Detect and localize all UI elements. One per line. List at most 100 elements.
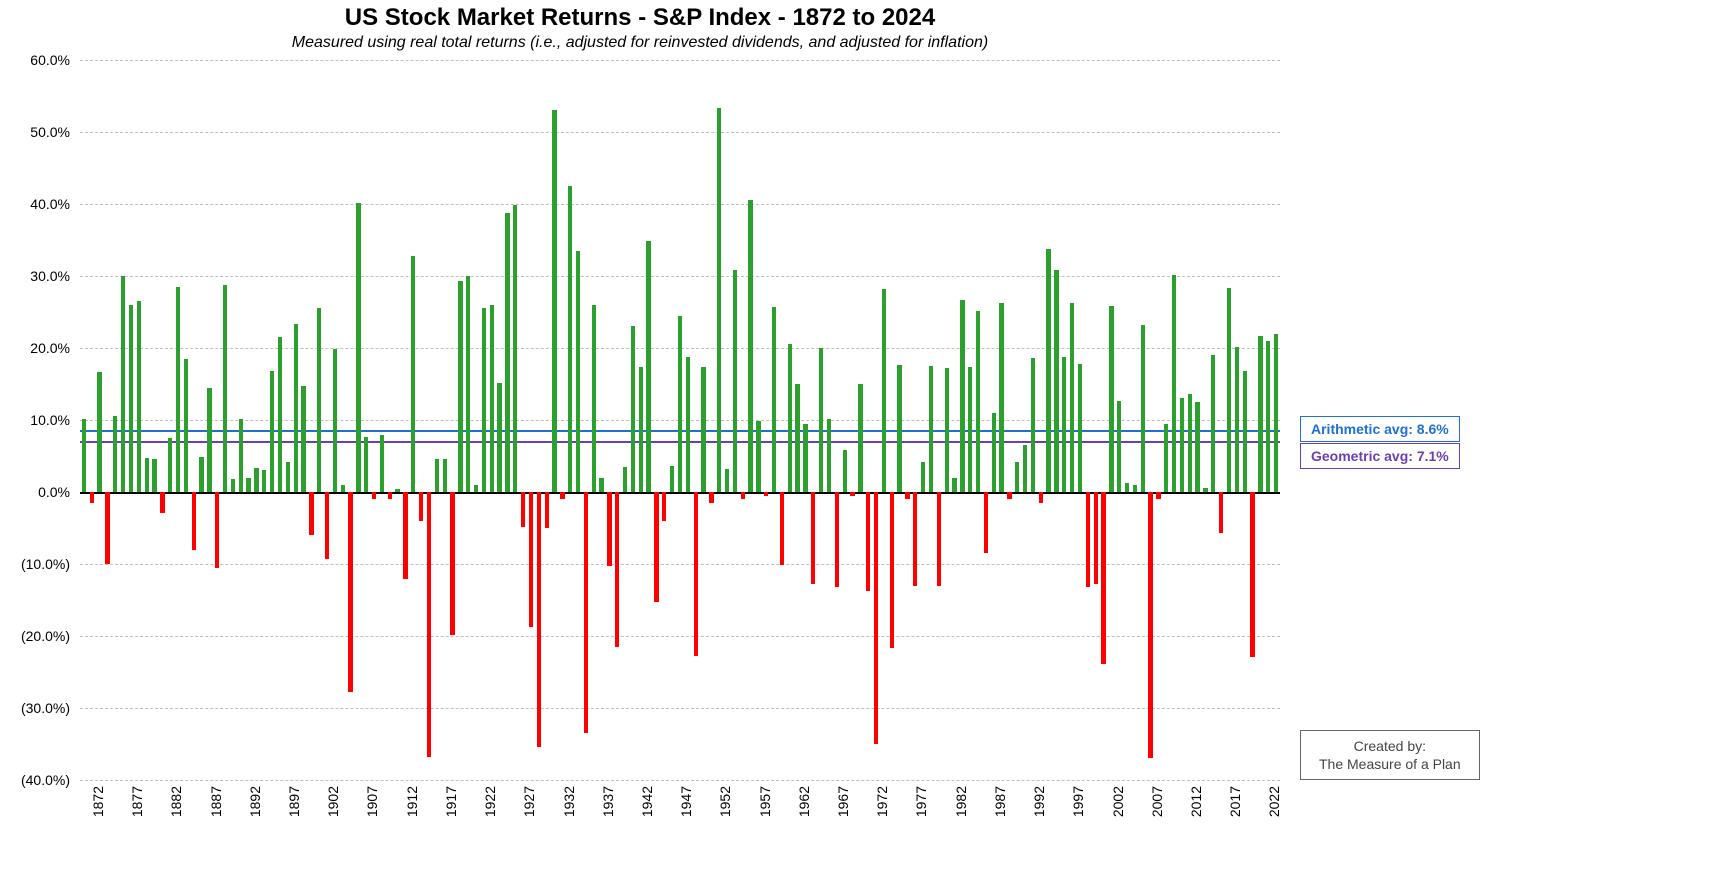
bar: [537, 492, 541, 747]
bar: [560, 492, 564, 499]
y-tick-label: (10.0%): [0, 556, 70, 572]
bar: [215, 492, 219, 568]
bar: [372, 492, 376, 499]
grid-line: [80, 780, 1280, 781]
bar: [129, 305, 133, 492]
y-tick-label: 50.0%: [0, 124, 70, 140]
bar: [866, 492, 870, 591]
bar: [654, 492, 658, 602]
bar: [670, 466, 674, 492]
bar: [325, 492, 329, 559]
bar: [1078, 364, 1082, 492]
bar: [795, 384, 799, 492]
x-tick-label: 1977: [913, 786, 929, 817]
bar: [678, 316, 682, 492]
bar: [592, 305, 596, 492]
bar: [607, 492, 611, 566]
bar: [317, 308, 321, 492]
bar: [411, 256, 415, 492]
bar: [1266, 341, 1270, 492]
x-tick-label: 2012: [1188, 786, 1204, 817]
x-tick-label: 2017: [1227, 786, 1243, 817]
chart-subtitle: Measured using real total returns (i.e.,…: [0, 34, 1280, 52]
bar: [529, 492, 533, 627]
y-tick-label: (20.0%): [0, 628, 70, 644]
zero-axis-line: [80, 492, 1280, 494]
bar: [1219, 492, 1223, 533]
x-tick-label: 1922: [482, 786, 498, 817]
bar: [1195, 402, 1199, 492]
x-tick-label: 1872: [90, 786, 106, 817]
bar: [184, 359, 188, 492]
bar: [521, 492, 525, 527]
x-tick-label: 1947: [678, 786, 694, 817]
bar: [246, 478, 250, 492]
bar: [466, 276, 470, 492]
bar: [97, 372, 101, 492]
bar: [701, 367, 705, 492]
bar: [1180, 398, 1184, 492]
bar: [450, 492, 454, 635]
bar: [748, 200, 752, 492]
x-tick-label: 1992: [1031, 786, 1047, 817]
credit-line1: Created by:: [1319, 737, 1461, 755]
bar: [882, 289, 886, 492]
bar: [1172, 275, 1176, 492]
bar: [584, 492, 588, 733]
bar: [497, 383, 501, 492]
bar: [756, 421, 760, 492]
bar: [764, 492, 768, 496]
bar: [1133, 485, 1137, 492]
grid-line: [80, 60, 1280, 61]
bar: [858, 384, 862, 492]
bar: [1109, 306, 1113, 492]
x-tick-label: 1942: [639, 786, 655, 817]
bar: [403, 492, 407, 579]
x-tick-label: 1882: [168, 786, 184, 817]
bar: [482, 308, 486, 492]
bar: [388, 492, 392, 499]
bar: [192, 492, 196, 550]
bar: [1031, 358, 1035, 492]
bar: [1235, 347, 1239, 492]
bar: [223, 285, 227, 492]
bar: [231, 479, 235, 492]
bar: [952, 478, 956, 492]
y-tick-label: (40.0%): [0, 772, 70, 788]
bar: [505, 213, 509, 492]
x-tick-label: 2022: [1266, 786, 1282, 817]
bar: [435, 459, 439, 492]
bar: [1023, 445, 1027, 492]
bar: [623, 467, 627, 492]
bar: [1062, 357, 1066, 492]
bar: [576, 251, 580, 492]
bar: [646, 241, 650, 492]
credit-box: Created by: The Measure of a Plan: [1300, 730, 1480, 780]
bar: [1070, 303, 1074, 492]
bar: [513, 205, 517, 492]
bar: [145, 458, 149, 492]
x-tick-label: 1912: [404, 786, 420, 817]
bar: [1086, 492, 1090, 587]
bar: [599, 478, 603, 492]
bar: [286, 462, 290, 492]
bar: [694, 492, 698, 656]
x-tick-label: 1907: [364, 786, 380, 817]
bar: [811, 492, 815, 584]
bar: [1156, 492, 1160, 499]
grid-line: [80, 276, 1280, 277]
bar: [239, 419, 243, 492]
x-tick-label: 1887: [208, 786, 224, 817]
bar: [1243, 371, 1247, 492]
bar: [1211, 355, 1215, 492]
x-tick-label: 1982: [953, 786, 969, 817]
grid-line: [80, 708, 1280, 709]
geometric-avg-label: Geometric avg: 7.1%: [1311, 448, 1449, 464]
x-tick-label: 1962: [796, 786, 812, 817]
bar: [427, 492, 431, 757]
bar: [82, 419, 86, 492]
bar: [843, 450, 847, 492]
bar: [309, 492, 313, 535]
y-tick-label: 30.0%: [0, 268, 70, 284]
bar: [1274, 334, 1278, 492]
